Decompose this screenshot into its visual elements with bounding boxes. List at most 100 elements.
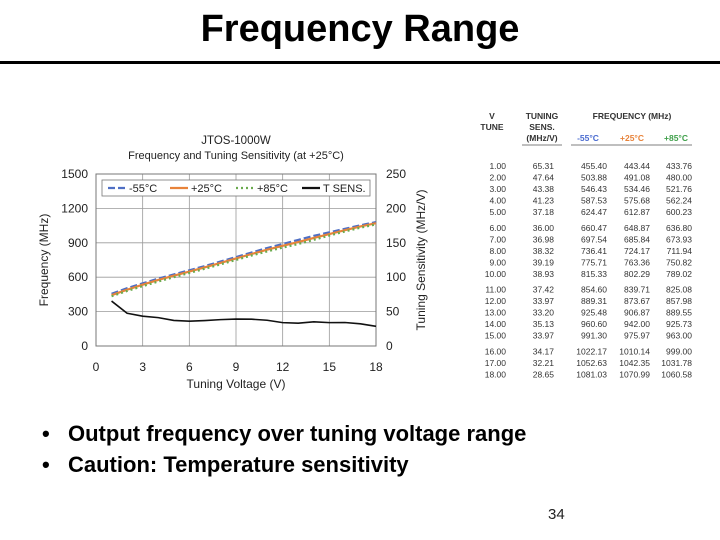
x-tick-label: 6 [186, 360, 193, 374]
series-line [111, 222, 377, 297]
slide-title: Frequency Range [200, 8, 520, 50]
table-header-v: V [489, 111, 495, 121]
table-cell: 857.98 [666, 296, 692, 306]
table-cell: 37.42 [533, 285, 555, 295]
table-cell: 802.29 [624, 269, 650, 279]
table-cell: 587.53 [581, 196, 607, 206]
legend-label: -55°C [129, 183, 157, 195]
table-header-sens: SENS. [529, 122, 555, 132]
table-cell: 942.00 [624, 319, 650, 329]
table-cell: 2.00 [489, 173, 506, 183]
table-cell: 36.98 [533, 234, 555, 244]
x-axis-label: Tuning Voltage (V) [187, 377, 286, 391]
plot-frame [95, 173, 377, 347]
y-tick-label: 600 [68, 270, 88, 284]
table-cell: 43.38 [533, 184, 555, 194]
table-cell: 28.65 [533, 369, 555, 379]
bullet-dot: • [42, 452, 50, 477]
bullet-item: • Caution: Temperature sensitivity [42, 449, 526, 480]
y2-tick-label: 200 [386, 201, 406, 215]
y2-tick-label: 150 [386, 236, 406, 250]
table-cell: 443.44 [624, 161, 650, 171]
table-cell: 562.24 [666, 196, 692, 206]
x-tick-label: 3 [139, 360, 146, 374]
y-tick-label: 300 [68, 305, 88, 319]
table-cell: 16.00 [485, 346, 507, 356]
series-line [111, 223, 377, 298]
table-cell: 660.47 [581, 223, 607, 233]
table-cell: 1031.78 [661, 358, 692, 368]
x-tick-label: 9 [233, 360, 240, 374]
table-cell: 600.23 [666, 207, 692, 217]
table-cell: 33.97 [533, 296, 555, 306]
table-cell: 815.33 [581, 269, 607, 279]
table-cell: 889.55 [666, 308, 692, 318]
table-cell: 685.84 [624, 234, 650, 244]
table-cell: 963.00 [666, 331, 692, 341]
table-cell: 8.00 [489, 246, 506, 256]
table-cell: 889.31 [581, 296, 607, 306]
y-axis-label: Frequency (MHz) [37, 214, 51, 307]
table-cell: 34.17 [533, 346, 555, 356]
bullet-text: Caution: Temperature sensitivity [68, 452, 409, 477]
table-cell: 17.00 [485, 358, 507, 368]
table-cell: 33.97 [533, 331, 555, 341]
table-cell: 10.00 [485, 269, 507, 279]
table-cell: 775.71 [581, 257, 607, 267]
table-cell: 1010.14 [619, 346, 650, 356]
table-cell: 37.18 [533, 207, 555, 217]
table-cell: 5.00 [489, 207, 506, 217]
series-line [111, 220, 377, 295]
table-cell: 711.94 [667, 246, 693, 256]
table-cell: 925.48 [581, 308, 607, 318]
y-tick-label: 1500 [61, 167, 88, 181]
table-cell: 1060.58 [661, 369, 692, 379]
table-cell: 906.87 [624, 308, 650, 318]
table-cell: 854.60 [581, 285, 607, 295]
bullet-dot: • [42, 421, 50, 446]
table-cell: 12.00 [485, 296, 507, 306]
table-cell: 38.32 [533, 246, 555, 256]
y2-tick-label: 250 [386, 167, 406, 181]
title-divider [0, 61, 720, 64]
table-cell: 873.67 [624, 296, 650, 306]
x-tick-label: 18 [369, 360, 383, 374]
table-header-unit: (MHz/V) [526, 133, 557, 143]
bullet-list: • Output frequency over tuning voltage ra… [42, 418, 526, 480]
table-cell: 763.36 [624, 257, 650, 267]
table-cell: 575.68 [624, 196, 650, 206]
table-cell: 1081.03 [576, 369, 607, 379]
table-cell: 13.00 [485, 308, 507, 318]
table-cell: 39.19 [533, 257, 555, 267]
table-header-tune: TUNE [480, 122, 503, 132]
chart-title: JTOS-1000W [201, 135, 271, 147]
table-cell: 624.47 [581, 207, 607, 217]
table-cell: 6.00 [489, 223, 506, 233]
table-header-tuning: TUNING [526, 111, 559, 121]
table-cell: 18.00 [485, 369, 507, 379]
table-cell: 3.00 [489, 184, 506, 194]
chart-subtitle: Frequency and Tuning Sensitivity (at +25… [128, 150, 344, 162]
table-cell: 925.73 [666, 319, 692, 329]
series-line [111, 300, 377, 328]
table-cell: 736.41 [581, 246, 607, 256]
table-cell: 480.00 [666, 173, 692, 183]
bullet-item: • Output frequency over tuning voltage ra… [42, 418, 526, 449]
table-subheader: +25°C [620, 133, 644, 143]
table-cell: 975.97 [624, 331, 650, 341]
table-cell: 546.43 [581, 184, 607, 194]
table-cell: 1052.63 [576, 358, 607, 368]
table-cell: 7.00 [489, 234, 506, 244]
legend-label: +25°C [191, 183, 222, 195]
table-cell: 724.17 [624, 246, 650, 256]
y2-tick-label: 50 [386, 305, 400, 319]
y-tick-label: 0 [81, 339, 88, 353]
table-subheader: +85°C [664, 133, 688, 143]
legend-label: +85°C [257, 183, 288, 195]
table-cell: 32.21 [533, 358, 555, 368]
table-cell: 534.46 [624, 184, 650, 194]
table-cell: 636.80 [666, 223, 692, 233]
table-header-frequency: FREQUENCY (MHz) [593, 111, 672, 121]
table-cell: 1042.35 [619, 358, 650, 368]
table-cell: 521.76 [666, 184, 692, 194]
